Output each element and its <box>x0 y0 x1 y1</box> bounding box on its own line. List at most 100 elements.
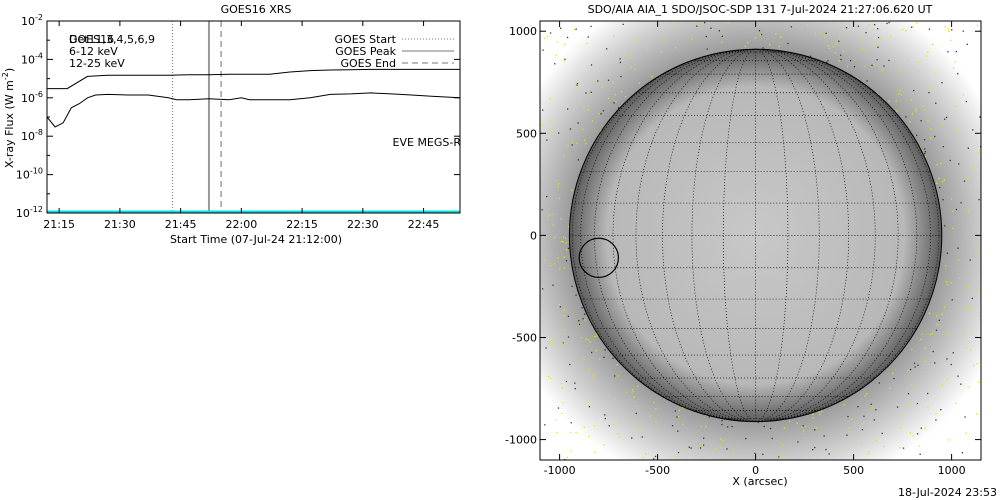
aia-noise-dot <box>562 342 564 344</box>
aia-noise-dot <box>718 30 720 32</box>
aia-noise-dot <box>596 335 598 337</box>
aia-noise-dot <box>957 247 959 249</box>
aia-noise-dot <box>612 82 615 84</box>
aia-noise-dot <box>549 32 552 34</box>
aia-noise-dot <box>871 64 873 66</box>
aia-noise-dot <box>820 32 822 34</box>
aia-noise-dot <box>552 339 554 341</box>
aia-noise-dot <box>682 407 684 409</box>
aia-noise-dot <box>806 24 809 26</box>
aia-noise-dot <box>797 441 799 443</box>
aia-noise-dot <box>950 39 952 41</box>
aia-noise-dot <box>545 347 547 349</box>
aia-noise-dot <box>969 259 971 261</box>
aia-noise-dot <box>926 55 928 57</box>
aia-noise-dot <box>587 404 590 407</box>
aia-noise-dot <box>913 89 915 92</box>
aia-noise-dot <box>851 439 853 441</box>
aia-noise-dot <box>585 338 587 340</box>
aia-noise-dot <box>576 82 579 85</box>
aia-x-ticks: -1000 -500 0 500 1000 <box>544 21 966 477</box>
solar-limb <box>568 48 943 423</box>
aia-noise-dot <box>721 420 723 422</box>
aia-noise-dot <box>962 334 965 336</box>
aia-noise-dot <box>947 51 949 53</box>
aia-noise-dot <box>950 198 953 200</box>
aia-noise-dot <box>544 259 546 261</box>
aia-noise-dot <box>942 146 944 148</box>
aia-noise-dot <box>731 425 733 428</box>
aia-noise-dot <box>616 364 618 366</box>
aia-noise-dot <box>574 29 576 31</box>
aia-x-tick-label: 500 <box>843 464 864 477</box>
aia-noise-dot <box>638 82 641 84</box>
aia-noise-dot <box>586 42 588 45</box>
aia-noise-dot <box>565 249 568 251</box>
aia-noise-dot <box>948 333 950 336</box>
aia-noise-dot <box>944 132 947 134</box>
aia-noise-dot <box>562 241 564 243</box>
aia-noise-dot <box>968 211 970 213</box>
aia-noise-dot <box>946 378 948 380</box>
aia-noise-dot <box>769 427 772 430</box>
aia-noise-dot <box>814 446 816 449</box>
aia-noise-dot <box>876 46 878 48</box>
aia-noise-dot <box>875 440 878 442</box>
aia-noise-dot <box>715 447 717 449</box>
aia-noise-dot <box>552 224 554 226</box>
goes-legend-left-item: GOES16 <box>69 33 114 46</box>
aia-noise-speckle <box>541 21 981 460</box>
aia-noise-dot <box>697 24 700 27</box>
aia-noise-dot <box>866 393 868 395</box>
aia-noise-dot <box>733 451 735 453</box>
aia-noise-dot <box>931 43 934 46</box>
aia-noise-dot <box>970 349 972 351</box>
aia-noise-dot <box>919 453 921 455</box>
aia-noise-dot <box>810 55 812 57</box>
goes-y-tick-label: 10-2 <box>21 13 43 28</box>
aia-longitude-line <box>635 48 756 422</box>
aia-noise-dot <box>620 75 622 78</box>
aia-noise-dot <box>587 339 589 341</box>
aia-noise-dot <box>941 383 943 386</box>
aia-noise-dot <box>621 90 623 93</box>
aia-noise-dot <box>542 288 544 290</box>
aia-noise-dot <box>582 128 584 130</box>
aia-noise-dot <box>802 425 804 427</box>
aia-longitude-line <box>755 48 899 422</box>
aia-noise-dot <box>604 417 606 420</box>
aia-noise-dot <box>630 423 633 425</box>
aia-noise-dot <box>947 28 949 30</box>
aia-noise-dot <box>541 209 543 211</box>
aia-noise-dot <box>928 28 931 30</box>
aia-noise-dot <box>571 144 573 146</box>
aia-noise-dot <box>565 380 568 383</box>
aia-noise-dot <box>924 148 926 150</box>
aia-noise-dot <box>920 427 922 429</box>
aia-noise-dot <box>978 315 981 317</box>
aia-noise-dot <box>775 33 777 35</box>
aia-noise-dot <box>876 59 878 61</box>
aia-noise-dot <box>946 252 948 254</box>
aia-noise-dot <box>637 385 639 387</box>
aia-noise-dot <box>577 159 579 161</box>
aia-noise-dot <box>563 43 566 46</box>
aia-noise-dot <box>727 22 729 24</box>
aia-noise-dot <box>771 437 773 440</box>
aia-noise-dot <box>945 116 948 118</box>
aia-noise-dot <box>966 43 968 45</box>
aia-noise-dot <box>861 429 864 431</box>
aia-noise-dot <box>557 186 560 188</box>
aia-noise-dot <box>566 456 568 459</box>
aia-noise-dot <box>590 91 592 93</box>
aia-noise-dot <box>893 377 895 380</box>
aia-noise-dot <box>976 413 978 415</box>
goes-y-tick-label: 10-10 <box>16 167 43 182</box>
aia-noise-dot <box>567 108 569 110</box>
aia-noise-dot <box>678 415 680 418</box>
aia-noise-dot <box>552 343 554 345</box>
aia-noise-dot <box>704 22 706 24</box>
aia-noise-dot <box>599 130 602 132</box>
aia-noise-dot <box>546 195 548 198</box>
